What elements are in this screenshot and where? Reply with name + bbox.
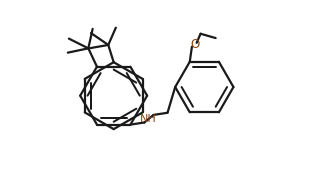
Text: NH: NH <box>140 114 157 124</box>
Text: O: O <box>190 38 199 51</box>
